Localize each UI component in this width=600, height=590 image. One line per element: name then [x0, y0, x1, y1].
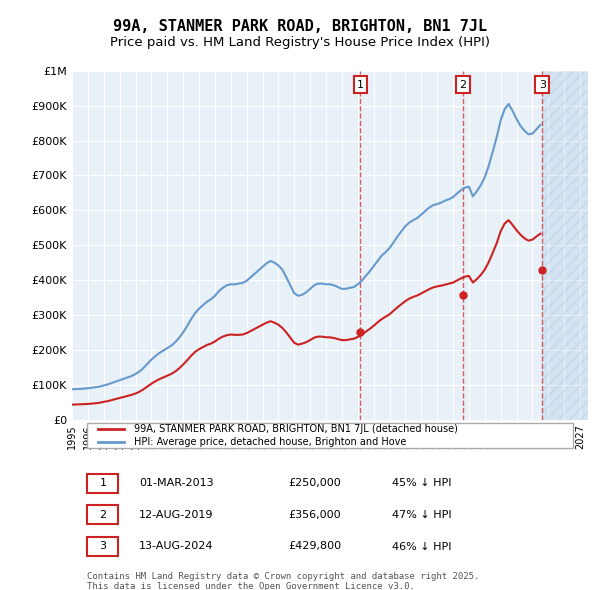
- Text: 1: 1: [357, 80, 364, 90]
- Text: 13-AUG-2024: 13-AUG-2024: [139, 542, 214, 552]
- FancyBboxPatch shape: [88, 474, 118, 493]
- Text: 1: 1: [100, 478, 106, 488]
- Text: 3: 3: [539, 80, 546, 90]
- Text: Contains HM Land Registry data © Crown copyright and database right 2025.
This d: Contains HM Land Registry data © Crown c…: [88, 572, 480, 590]
- Text: 12-AUG-2019: 12-AUG-2019: [139, 510, 214, 520]
- Text: HPI: Average price, detached house, Brighton and Hove: HPI: Average price, detached house, Brig…: [134, 437, 406, 447]
- Text: £356,000: £356,000: [289, 510, 341, 520]
- Text: 2: 2: [100, 510, 107, 520]
- Text: 3: 3: [100, 542, 106, 552]
- FancyBboxPatch shape: [88, 505, 118, 525]
- Text: 2: 2: [460, 80, 466, 90]
- Text: 47% ↓ HPI: 47% ↓ HPI: [392, 510, 452, 520]
- Text: 46% ↓ HPI: 46% ↓ HPI: [392, 542, 451, 552]
- Text: £250,000: £250,000: [289, 478, 341, 488]
- Text: 99A, STANMER PARK ROAD, BRIGHTON, BN1 7JL (detached house): 99A, STANMER PARK ROAD, BRIGHTON, BN1 7J…: [134, 424, 458, 434]
- Text: 01-MAR-2013: 01-MAR-2013: [139, 478, 214, 488]
- Text: £429,800: £429,800: [289, 542, 342, 552]
- Bar: [542, 71, 588, 419]
- FancyBboxPatch shape: [88, 423, 572, 448]
- Text: 45% ↓ HPI: 45% ↓ HPI: [392, 478, 451, 488]
- Text: 99A, STANMER PARK ROAD, BRIGHTON, BN1 7JL: 99A, STANMER PARK ROAD, BRIGHTON, BN1 7J…: [113, 19, 487, 34]
- FancyBboxPatch shape: [88, 537, 118, 556]
- Text: Price paid vs. HM Land Registry's House Price Index (HPI): Price paid vs. HM Land Registry's House …: [110, 36, 490, 49]
